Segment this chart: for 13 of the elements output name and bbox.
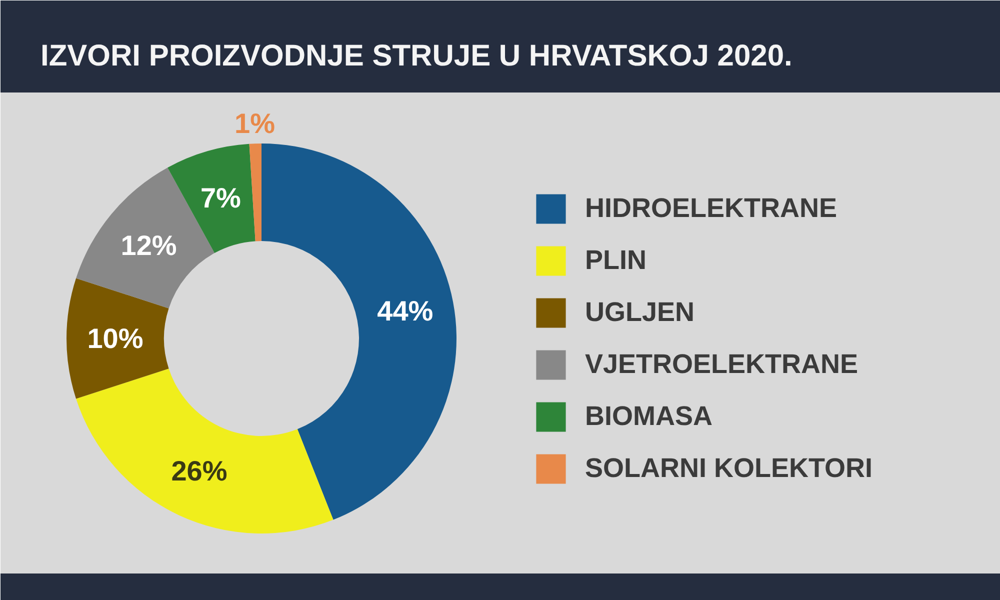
legend-label: UGLJEN: [585, 296, 695, 329]
chart-title: IZVORI PROIZVODNJE STRUJE U HRVATSKOJ 2020.: [40, 40, 792, 72]
data-label: 12%: [120, 230, 177, 261]
data-label: 1%: [234, 108, 276, 140]
legend-label: BIOMASA: [585, 400, 712, 433]
data-label: 44%: [377, 296, 434, 327]
legend-label: VJETROELEKTRANE: [585, 348, 858, 381]
data-label: 26%: [171, 455, 228, 486]
legend-label: PLIN: [585, 244, 647, 277]
legend-label: SOLARNI KOLEKTORI: [585, 452, 873, 485]
data-label: 7%: [200, 182, 242, 214]
legend-label: HIDROELEKTRANE: [585, 192, 838, 225]
data-label: 10%: [87, 323, 144, 354]
